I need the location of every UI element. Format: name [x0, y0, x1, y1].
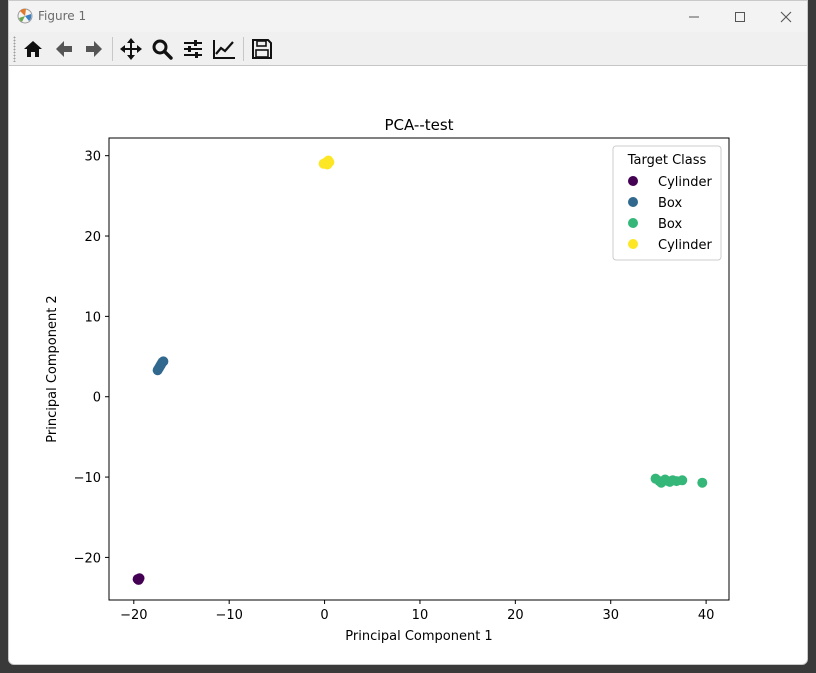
- data-point: [322, 159, 333, 170]
- y-tick-label: 20: [84, 230, 101, 245]
- data-point: [697, 477, 708, 488]
- x-tick-label: 20: [507, 608, 524, 623]
- data-point: [654, 476, 665, 487]
- window-title: Figure 1: [38, 9, 87, 23]
- toolbar-separator: [112, 37, 113, 61]
- navigation-toolbar: [9, 32, 807, 66]
- minimize-button[interactable]: [671, 1, 717, 32]
- data-point: [157, 357, 168, 368]
- legend-title: Target Class: [627, 153, 707, 168]
- x-tick-label: 10: [412, 608, 429, 623]
- y-axis-label: Principal Component 2: [45, 295, 60, 442]
- sliders-icon: [184, 40, 202, 58]
- y-tick-label: −10: [74, 471, 101, 486]
- maximize-icon: [735, 11, 745, 22]
- legend-entry: Cylinder: [658, 238, 712, 253]
- save-button[interactable]: [249, 36, 275, 62]
- configure-subplots-button[interactable]: [180, 36, 206, 62]
- pan-button[interactable]: [118, 36, 144, 62]
- title-bar: Figure 1: [9, 1, 807, 32]
- home-button[interactable]: [20, 36, 46, 62]
- legend-marker: [628, 176, 638, 186]
- x-tick-label: −20: [120, 608, 147, 623]
- toolbar-grip[interactable]: [13, 36, 16, 62]
- figure-canvas[interactable]: −20 −10 0 10 20 30 40 −20 −10 0 10 20 30 PCA--test Pri…: [9, 66, 807, 664]
- zoom-button[interactable]: [149, 36, 175, 62]
- chart-title: PCA--test: [384, 116, 453, 134]
- arrow-right-icon: [86, 41, 102, 57]
- legend-marker: [628, 239, 638, 249]
- floppy-disk-icon: [252, 39, 272, 59]
- close-icon: [780, 11, 792, 22]
- legend-marker: [628, 197, 638, 207]
- move-icon: [120, 38, 142, 60]
- minimize-icon: [689, 16, 699, 17]
- magnifier-icon: [152, 39, 173, 60]
- y-tick-label: −20: [74, 551, 101, 566]
- x-tick-label: 0: [320, 608, 328, 623]
- figure-window: Figure 1: [8, 0, 808, 665]
- edit-axis-button[interactable]: [211, 36, 237, 62]
- x-tick-label: 30: [602, 608, 619, 623]
- close-button[interactable]: [763, 1, 807, 32]
- legend-box: [612, 145, 722, 261]
- legend-entry: Box: [658, 196, 682, 211]
- data-point: [662, 476, 673, 487]
- toolbar-separator: [243, 37, 244, 61]
- x-axis-label: Principal Component 1: [345, 629, 492, 644]
- back-button[interactable]: [51, 36, 77, 62]
- data-point: [677, 475, 688, 486]
- legend-marker: [628, 218, 638, 228]
- scatter-chart: −20 −10 0 10 20 30 40 −20 −10 0 10 20 30 PCA--test Pri…: [45, 116, 730, 644]
- y-tick-label: 30: [84, 150, 101, 165]
- y-tick-label: 0: [93, 391, 101, 406]
- plot-area[interactable]: [108, 137, 730, 601]
- arrow-left-icon: [56, 41, 72, 57]
- legend-entry: Box: [658, 217, 682, 232]
- y-tick-label: 10: [84, 310, 101, 325]
- legend-entry: Cylinder: [658, 175, 712, 190]
- home-icon: [24, 41, 42, 57]
- x-tick-label: −10: [215, 608, 242, 623]
- forward-button[interactable]: [81, 36, 107, 62]
- maximize-button[interactable]: [717, 1, 763, 32]
- x-tick-label: 40: [698, 608, 715, 623]
- data-point: [133, 574, 144, 585]
- line-chart-icon: [213, 40, 235, 59]
- matplotlib-app-icon: [17, 8, 33, 24]
